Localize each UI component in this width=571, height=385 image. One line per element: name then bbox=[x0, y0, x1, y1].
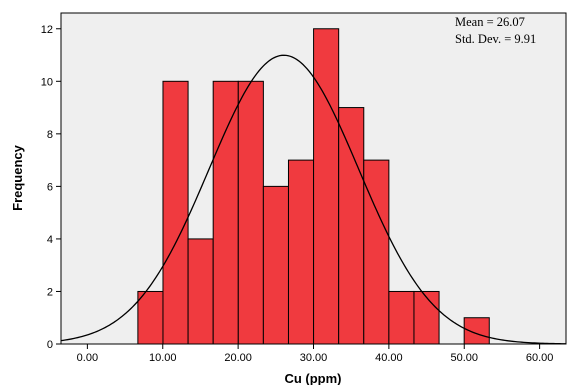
histogram-bar-13 bbox=[463, 317, 490, 345]
stats-std-dev: Std. Dev. = 9.91 bbox=[455, 32, 536, 46]
histogram-bar-0 bbox=[137, 290, 164, 345]
y-axis-title: Frequency bbox=[10, 144, 25, 211]
x-axis-title: Cu (ppm) bbox=[284, 371, 341, 385]
x-tick-label: 30.00 bbox=[300, 352, 328, 364]
y-tick-label: 4 bbox=[47, 234, 53, 246]
y-tick-label: 12 bbox=[41, 24, 53, 36]
histogram-bar-10 bbox=[388, 290, 415, 345]
y-tick-label: 10 bbox=[41, 76, 53, 88]
histogram-bar-8 bbox=[338, 107, 365, 345]
histogram-bar-1 bbox=[162, 80, 189, 345]
y-tick-label: 0 bbox=[47, 339, 53, 351]
histogram-bar-11 bbox=[413, 290, 440, 345]
histogram-bar-4 bbox=[237, 80, 264, 345]
x-tick-label: 20.00 bbox=[224, 352, 252, 364]
histogram-bar-5 bbox=[262, 185, 289, 345]
histogram-bar-9 bbox=[363, 159, 390, 345]
x-axis: 0.00 10.00 20.00 30.00 40.00 50.00 60.00 bbox=[77, 344, 554, 364]
histogram-bar-6 bbox=[287, 159, 315, 345]
y-tick-label: 2 bbox=[47, 286, 53, 298]
histogram-bar-3 bbox=[212, 80, 239, 345]
stats-mean: Mean = 26.07 bbox=[455, 15, 525, 29]
x-tick-label: 0.00 bbox=[77, 352, 98, 364]
x-tick-label: 60.00 bbox=[526, 352, 554, 364]
y-tick-label: 8 bbox=[47, 129, 53, 141]
bars-group bbox=[137, 28, 490, 345]
x-tick-label: 10.00 bbox=[149, 352, 177, 364]
x-tick-label: 40.00 bbox=[375, 352, 403, 364]
histogram-bar-7 bbox=[313, 28, 340, 345]
y-tick-label: 6 bbox=[47, 181, 53, 193]
y-axis: 0 2 4 6 8 10 12 bbox=[41, 24, 61, 351]
normal-curve bbox=[60, 54, 567, 345]
x-tick-label: 50.00 bbox=[450, 352, 478, 364]
histogram-bar-2 bbox=[187, 238, 214, 345]
